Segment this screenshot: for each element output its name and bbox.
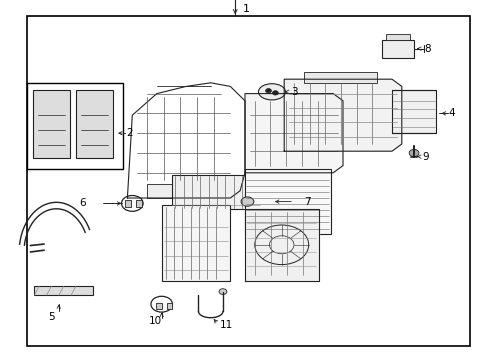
Text: 2: 2 (126, 128, 133, 138)
Text: 8: 8 (424, 44, 431, 54)
Bar (167, 303, 172, 309)
Bar (304, 72, 377, 83)
Bar (33, 90, 70, 158)
Bar (245, 169, 331, 234)
Bar (125, 200, 131, 207)
Ellipse shape (259, 84, 285, 100)
Text: 6: 6 (79, 198, 86, 208)
Text: 4: 4 (448, 108, 455, 118)
Bar (162, 205, 230, 281)
Text: 1: 1 (243, 4, 249, 14)
Bar (392, 90, 436, 133)
Text: 7: 7 (304, 197, 311, 207)
Text: 9: 9 (422, 152, 429, 162)
Circle shape (409, 149, 419, 157)
Bar (382, 40, 414, 58)
Bar (136, 200, 142, 207)
Circle shape (241, 197, 254, 206)
Bar (172, 175, 260, 209)
Bar (156, 303, 162, 309)
Text: 10: 10 (149, 316, 162, 326)
Text: 5: 5 (48, 312, 55, 322)
Bar (386, 34, 410, 40)
Bar (27, 83, 122, 169)
Bar (76, 90, 113, 158)
Polygon shape (245, 94, 343, 173)
Polygon shape (245, 209, 318, 281)
Bar (34, 286, 93, 295)
Text: 3: 3 (292, 87, 298, 97)
Circle shape (219, 289, 227, 294)
Circle shape (272, 91, 278, 95)
Polygon shape (284, 79, 402, 151)
Text: 11: 11 (220, 320, 233, 330)
Bar (147, 184, 230, 198)
Circle shape (266, 89, 271, 93)
